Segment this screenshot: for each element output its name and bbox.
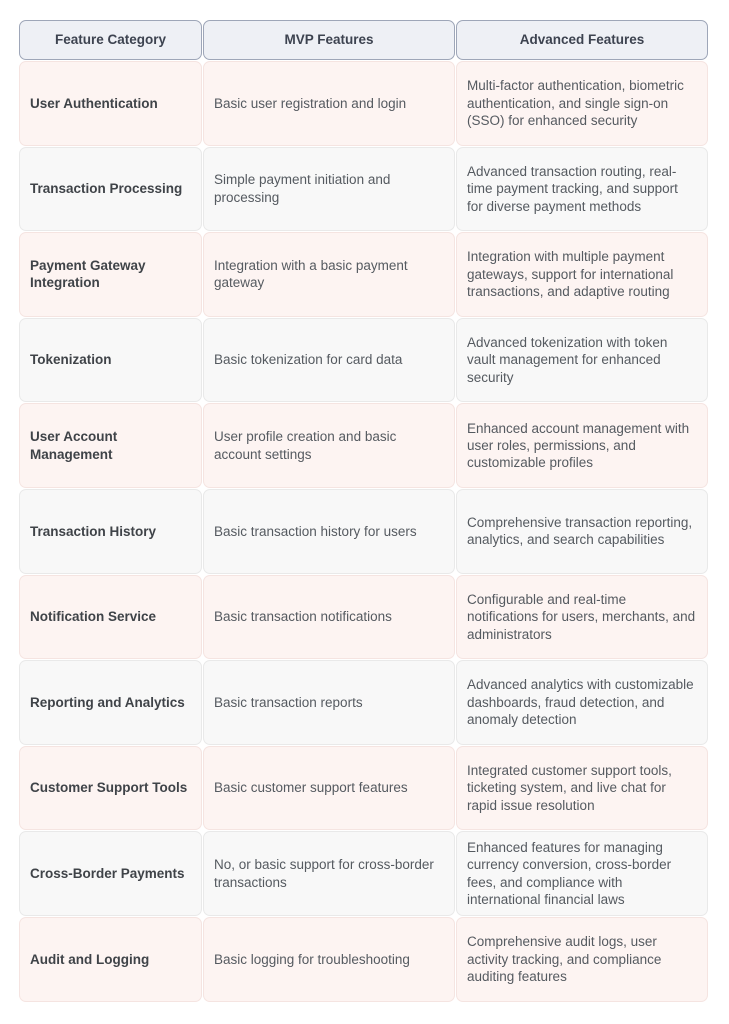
category-cell: Transaction History bbox=[19, 488, 202, 574]
feature-cell: Enhanced account management with user ro… bbox=[456, 403, 708, 488]
category-cell: User Authentication bbox=[19, 61, 202, 146]
header-cell: Advanced Features bbox=[456, 20, 708, 60]
category-cell: Transaction Processing bbox=[19, 146, 202, 232]
feature-cell: Basic customer support features bbox=[203, 745, 455, 831]
category-cell: Payment Gateway Integration bbox=[19, 232, 202, 317]
category-cell: Customer Support Tools bbox=[19, 745, 202, 831]
category-cell: User Account Management bbox=[19, 403, 202, 488]
feature-cell: Basic transaction notifications bbox=[203, 574, 455, 660]
feature-cell: Integration with a basic payment gateway bbox=[203, 232, 455, 317]
feature-table: Feature Category MVP Features Advanced Fea… bbox=[19, 20, 708, 1002]
header-cell: Feature Category bbox=[19, 20, 202, 60]
feature-cell: Comprehensive audit logs, user activity … bbox=[456, 916, 708, 1002]
category-cell: Reporting and Analytics bbox=[19, 660, 202, 745]
header-cell: MVP Features bbox=[203, 20, 455, 60]
feature-cell: Basic tokenization for card data bbox=[203, 317, 455, 403]
feature-cell: Basic transaction history for users bbox=[203, 488, 455, 574]
feature-cell: Integrated customer support tools, ticke… bbox=[456, 745, 708, 831]
feature-cell: Basic transaction reports bbox=[203, 660, 455, 745]
feature-cell: Advanced tokenization with token vault m… bbox=[456, 317, 708, 403]
feature-cell: Basic user registration and login bbox=[203, 61, 455, 146]
feature-cell: Simple payment initiation and processing bbox=[203, 146, 455, 232]
feature-cell: Multi-factor authentication, biometric a… bbox=[456, 61, 708, 146]
category-cell: Notification Service bbox=[19, 574, 202, 660]
feature-cell: Integration with multiple payment gatewa… bbox=[456, 232, 708, 317]
feature-cell: Basic logging for troubleshooting bbox=[203, 916, 455, 1002]
feature-cell: Comprehensive transaction reporting, ana… bbox=[456, 488, 708, 574]
feature-cell: User profile creation and basic account … bbox=[203, 403, 455, 488]
feature-cell: Advanced analytics with customizable das… bbox=[456, 660, 708, 745]
category-cell: Audit and Logging bbox=[19, 916, 202, 1002]
feature-cell: Configurable and real-time notifications… bbox=[456, 574, 708, 660]
feature-cell: Enhanced features for managing currency … bbox=[456, 831, 708, 916]
category-cell: Tokenization bbox=[19, 317, 202, 403]
feature-cell: Advanced transaction routing, real-time … bbox=[456, 146, 708, 232]
feature-cell: No, or basic support for cross-border tr… bbox=[203, 831, 455, 916]
category-cell: Cross-Border Payments bbox=[19, 831, 202, 916]
